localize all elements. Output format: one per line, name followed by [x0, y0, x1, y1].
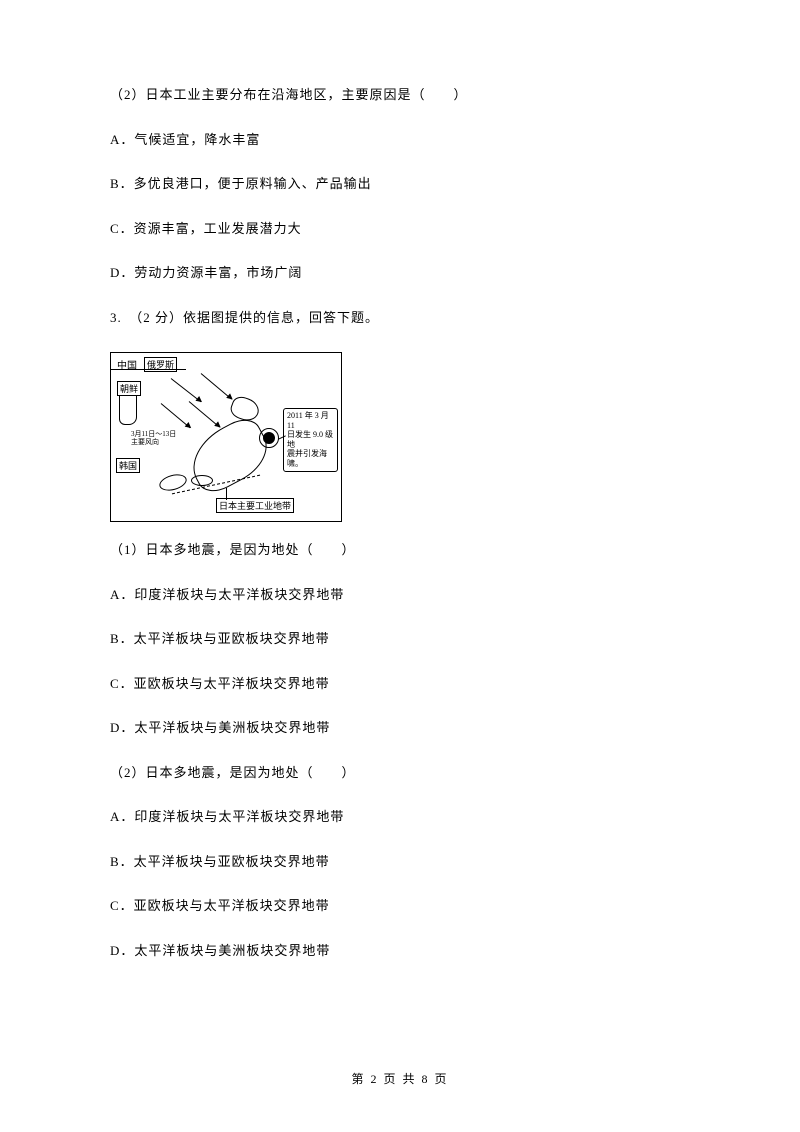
- q3-2-choice-d: D．太平洋板块与美洲板块交界地带: [110, 941, 690, 961]
- q3-1-choice-a: A．印度洋板块与太平洋板块交界地带: [110, 585, 690, 605]
- map-line: [141, 369, 186, 370]
- map-honshu: [181, 412, 277, 498]
- map-line: [111, 369, 141, 370]
- q3-2-choice-a: A．印度洋板块与太平洋板块交界地带: [110, 807, 690, 827]
- map-arrow: [161, 403, 191, 428]
- map-callout-line1: 2011 年 3 月 11: [287, 411, 329, 430]
- map-callout: 2011 年 3 月 11 日发生 9.0 级地 震并引发海啸。: [283, 408, 338, 472]
- map-pointer-line: [226, 488, 227, 500]
- map-figure: 中国 俄罗斯 朝鲜 韩国 3月11日～13日 主要风向 日本主要工业地带: [110, 352, 342, 522]
- map-label-korea-n: 朝鲜: [117, 381, 141, 396]
- map-label-korea: 韩国: [116, 458, 140, 473]
- q3-2-stem: （2）日本多地震，是因为地处（ ）: [110, 763, 690, 783]
- map-arrow: [171, 378, 202, 402]
- q2-2-choice-b: B．多优良港口，便于原料输入、产品输出: [110, 174, 690, 194]
- q2-2-choice-c: C．资源丰富，工业发展潜力大: [110, 219, 690, 239]
- q3-2-choice-b: B．太平洋板块与亚欧板块交界地带: [110, 852, 690, 872]
- q3-2-choice-c: C．亚欧板块与太平洋板块交界地带: [110, 896, 690, 916]
- q3-1-choice-c: C．亚欧板块与太平洋板块交界地带: [110, 674, 690, 694]
- map-label-industry: 日本主要工业地带: [216, 498, 294, 513]
- q2-2-choice-a: A．气候适宜，降水丰富: [110, 130, 690, 150]
- map-callout-line2: 日发生 9.0 级地: [287, 430, 333, 449]
- map-label-wind: 3月11日～13日 主要风向: [131, 431, 176, 446]
- page-footer: 第 2 页 共 8 页: [0, 1070, 800, 1087]
- q3-1-choice-d: D．太平洋板块与美洲板块交界地带: [110, 718, 690, 738]
- map-callout-line3: 震并引发海啸。: [287, 449, 327, 468]
- q2-2-stem: （2）日本工业主要分布在沿海地区，主要原因是（ ）: [110, 85, 690, 105]
- q3-1-stem: （1）日本多地震，是因为地处（ ）: [110, 540, 690, 560]
- q3-1-choice-b: B．太平洋板块与亚欧板块交界地带: [110, 629, 690, 649]
- map-epicenter-inner: [263, 432, 275, 444]
- map-wind-line2: 主要风向: [131, 438, 159, 446]
- map-korea-peninsula: [119, 395, 137, 425]
- map-arrow: [189, 401, 220, 427]
- map-arrow: [201, 373, 232, 399]
- q3-stem: 3. （2 分）依据图提供的信息，回答下题。: [110, 308, 690, 328]
- document-content: （2）日本工业主要分布在沿海地区，主要原因是（ ） A．气候适宜，降水丰富 B．…: [0, 0, 800, 960]
- q2-2-choice-d: D．劳动力资源丰富，市场广阔: [110, 263, 690, 283]
